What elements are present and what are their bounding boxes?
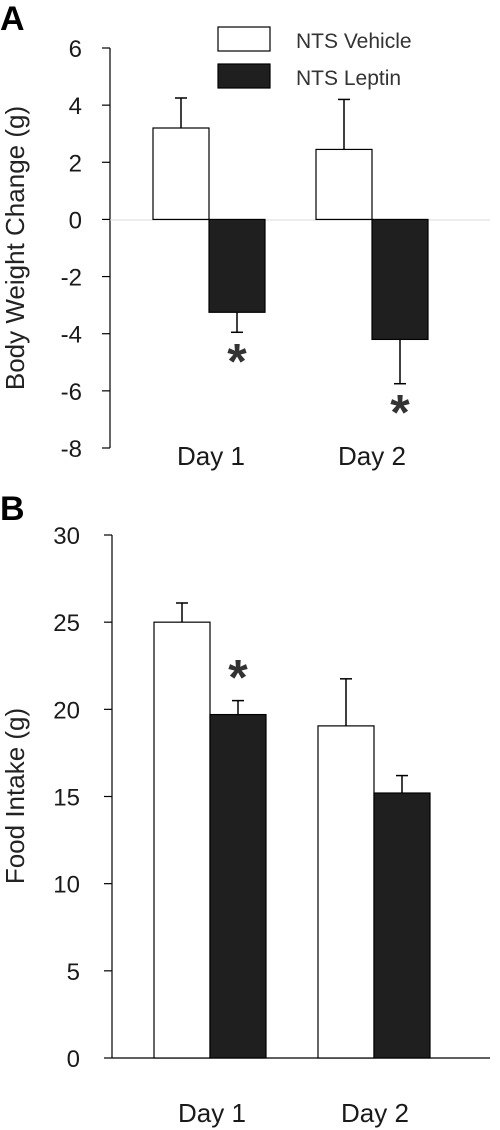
panel-b-y-tick-label: 10 xyxy=(53,872,80,899)
bar-leptin-day-1 xyxy=(209,713,267,1059)
panel-a-y-tick-label: 0 xyxy=(69,207,82,234)
panel-a-y-tick-label: -6 xyxy=(61,379,82,406)
significance-marker: * xyxy=(390,385,410,441)
bar-vehicle-day-2 xyxy=(317,725,375,1059)
bar-vehicle-day-1 xyxy=(152,127,210,221)
panel-a-y-ticks: 6 4 2 0 -2 -4 -6 -8 xyxy=(61,36,110,463)
legend: NTS Vehicle NTS Leptin xyxy=(217,26,412,90)
panel-b-y-tick-label: 15 xyxy=(53,785,80,812)
bar-vehicle-day-1 xyxy=(153,621,211,1059)
legend-swatch-vehicle xyxy=(217,26,271,52)
panel-a-y-tick-label: -8 xyxy=(61,436,82,463)
legend-label-leptin: NTS Leptin xyxy=(296,67,401,90)
bar-leptin-day-1 xyxy=(208,218,266,313)
bar-leptin-day-2 xyxy=(371,218,429,341)
panel-b-category-labels: Day 1 Day 2 xyxy=(178,1098,409,1128)
panel-b-y-tick-label: 5 xyxy=(67,959,80,986)
panel-b-y-axis-title: Food Intake (g) xyxy=(0,708,30,884)
panel-a-category-labels: Day 1 Day 2 xyxy=(177,441,406,471)
panel-a-y-axis-title: Body Weight Change (g) xyxy=(0,106,30,390)
panel-b-bars: * xyxy=(153,602,431,1059)
panel-a-category-label: Day 2 xyxy=(338,441,406,471)
panel-a-y-tick-label: -2 xyxy=(61,265,82,292)
panel-b-y-ticks: 30 25 20 15 10 5 0 xyxy=(53,523,112,1073)
panel-a-y-tick-label: -4 xyxy=(61,322,82,349)
bar-leptin-day-2 xyxy=(373,792,431,1059)
panel-a-y-tick-label: 2 xyxy=(69,150,82,177)
panel-b-y-tick-label: 20 xyxy=(53,697,80,724)
panel-a-bars: ** xyxy=(152,97,429,441)
panel-a-y-tick-label: 6 xyxy=(69,36,82,63)
panel-b-y-tick-label: 30 xyxy=(53,523,80,550)
panel-b-y-tick-label: 25 xyxy=(53,610,80,637)
panel-b-letter: B xyxy=(0,490,25,528)
panel-b-category-label: Day 2 xyxy=(341,1098,409,1128)
panel-a-letter: A xyxy=(0,0,25,38)
legend-swatch-leptin xyxy=(217,63,271,89)
panel-b-category-label: Day 1 xyxy=(178,1098,246,1128)
bar-vehicle-day-2 xyxy=(315,148,373,221)
legend-label-vehicle: NTS Vehicle xyxy=(296,30,412,53)
significance-marker: * xyxy=(228,650,248,706)
significance-marker: * xyxy=(227,333,247,389)
panel-b-y-tick-label: 0 xyxy=(67,1046,80,1073)
panel-a-category-label: Day 1 xyxy=(177,441,245,471)
panel-a-y-tick-label: 4 xyxy=(69,93,82,120)
